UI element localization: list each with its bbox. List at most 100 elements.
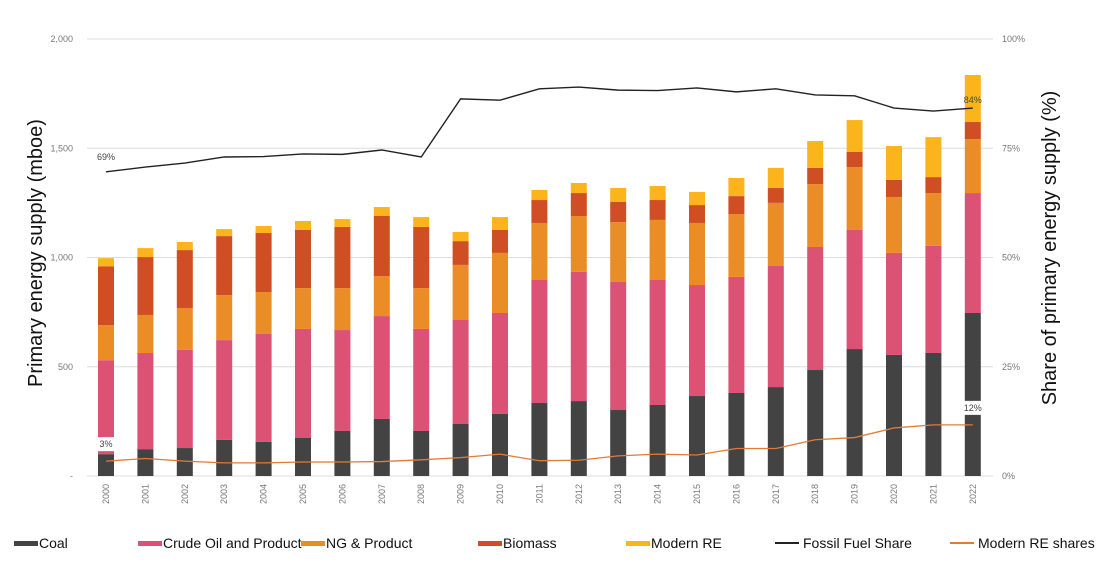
bar-biomass-2015 xyxy=(689,205,705,223)
bar-biomass-2001 xyxy=(137,257,154,315)
x-tick-label: 2009 xyxy=(456,484,466,504)
label-background xyxy=(96,437,116,452)
bar-ng-product-2004 xyxy=(255,292,272,334)
legend-item: Coal xyxy=(14,533,68,553)
bar-crude-oil-and-product-2003 xyxy=(216,340,233,440)
bar-modern-re-2017 xyxy=(767,167,784,189)
legend-color-swatch xyxy=(478,540,502,546)
bar-modern-re-2019 xyxy=(846,120,863,152)
bar-coal-2001 xyxy=(137,449,154,476)
bar-ng-product-2006 xyxy=(334,288,351,331)
bar-biomass-2000 xyxy=(98,266,114,326)
bar-ng-product-2017 xyxy=(767,202,784,267)
x-axis-ticks: 2000 2001 2002 2003 2004 2005 2006 2007 2008 2009… xyxy=(101,484,978,504)
x-tick-label: 2008 xyxy=(416,484,426,504)
bar-coal-2002 xyxy=(176,448,193,476)
legend-label: NG & Product xyxy=(326,535,413,551)
label-background xyxy=(962,400,983,415)
x-tick-label: 2018 xyxy=(810,484,820,504)
y2-tick-label: 50% xyxy=(1002,253,1020,263)
left-axis-title: Primary energy supply (mboe) xyxy=(25,119,47,387)
bar-crude-oil-and-product-2005 xyxy=(295,328,311,438)
bar-modern-re-2007 xyxy=(373,207,390,216)
bar-ng-product-2000 xyxy=(98,325,114,361)
bar-coal-2012 xyxy=(570,401,587,476)
share-lines xyxy=(105,86,973,464)
legend-label: Biomass xyxy=(503,535,557,551)
bar-crude-oil-and-product-2011 xyxy=(531,280,548,404)
x-tick-label: 2000 xyxy=(101,484,111,504)
bar-crude-oil-and-product-2014 xyxy=(649,280,666,405)
y-tick-label: 2,000 xyxy=(50,34,73,44)
y-tick-label: 1,000 xyxy=(50,253,73,263)
bar-modern-re-2018 xyxy=(807,141,824,168)
bar-biomass-2016 xyxy=(728,196,745,215)
legend-item: Modern RE xyxy=(626,533,722,553)
data-label: 3% xyxy=(99,439,112,449)
bar-coal-2019 xyxy=(846,349,863,476)
bar-modern-re-2005 xyxy=(295,221,311,230)
bar-biomass-2009 xyxy=(452,241,469,265)
bar-crude-oil-and-product-2017 xyxy=(767,266,784,388)
bar-coal-2017 xyxy=(767,387,784,476)
chart-legend: Coal Crude Oil and Product NG & Product Bio… xyxy=(0,533,1120,553)
data-labels: 69% 84% 3% 12% xyxy=(96,95,983,452)
bar-biomass-2017 xyxy=(767,188,784,203)
bar-ng-product-2019 xyxy=(846,167,863,230)
bar-biomass-2004 xyxy=(255,233,272,293)
x-tick-label: 2022 xyxy=(968,484,978,504)
bar-biomass-2010 xyxy=(492,229,508,253)
x-tick-label: 2020 xyxy=(889,484,899,504)
bar-coal-2022 xyxy=(964,312,981,476)
x-tick-label: 2011 xyxy=(534,484,544,503)
bar-crude-oil-and-product-2016 xyxy=(728,276,745,393)
bar-coal-2016 xyxy=(728,392,745,476)
bar-biomass-2021 xyxy=(925,177,942,194)
x-tick-label: 2013 xyxy=(613,484,623,504)
legend-label: Crude Oil and Product xyxy=(163,535,302,551)
legend-item: NG & Product xyxy=(301,533,412,553)
bar-modern-re-2001 xyxy=(137,248,154,258)
bar-modern-re-2011 xyxy=(531,189,548,201)
bar-modern-re-2006 xyxy=(334,219,351,227)
bar-biomass-2007 xyxy=(373,215,390,277)
bar-ng-product-2007 xyxy=(373,276,390,317)
bar-ng-product-2014 xyxy=(649,219,666,281)
bar-ng-product-2003 xyxy=(216,295,233,341)
data-label: 84% xyxy=(964,95,982,105)
x-tick-label: 2005 xyxy=(298,484,308,504)
bar-ng-product-2011 xyxy=(531,222,548,281)
bar-coal-2015 xyxy=(689,396,705,476)
bar-coal-2021 xyxy=(925,352,942,476)
y-tick-label: 1,500 xyxy=(50,143,73,153)
bar-biomass-2002 xyxy=(176,250,193,308)
bar-biomass-2003 xyxy=(216,236,233,296)
bar-modern-re-2009 xyxy=(452,231,469,242)
legend-label: Fossil Fuel Share xyxy=(803,535,912,551)
bar-ng-product-2008 xyxy=(413,288,430,329)
data-label: 69% xyxy=(97,152,115,162)
bar-ng-product-2020 xyxy=(886,196,902,253)
bar-coal-2013 xyxy=(610,410,627,476)
bar-biomass-2022 xyxy=(964,122,981,140)
x-tick-label: 2019 xyxy=(850,484,860,504)
bar-coal-2020 xyxy=(886,354,902,476)
legend-label: Modern RE xyxy=(651,535,722,551)
y-tick-label: - xyxy=(70,471,73,481)
bar-biomass-2013 xyxy=(610,202,627,223)
bar-ng-product-2013 xyxy=(610,222,627,282)
bar-crude-oil-and-product-2013 xyxy=(610,281,627,411)
bar-modern-re-2000 xyxy=(98,258,114,267)
legend-line-swatch xyxy=(950,542,974,544)
bar-biomass-2011 xyxy=(531,200,548,223)
bar-coal-2014 xyxy=(649,404,666,476)
bar-crude-oil-and-product-2004 xyxy=(255,333,272,442)
bar-coal-2010 xyxy=(492,413,508,476)
data-label: 12% xyxy=(964,403,982,413)
bar-ng-product-2009 xyxy=(452,264,469,320)
bar-coal-2003 xyxy=(216,439,233,476)
bar-crude-oil-and-product-2007 xyxy=(373,316,390,419)
bar-crude-oil-and-product-2021 xyxy=(925,245,942,353)
bar-crude-oil-and-product-2010 xyxy=(492,312,508,414)
